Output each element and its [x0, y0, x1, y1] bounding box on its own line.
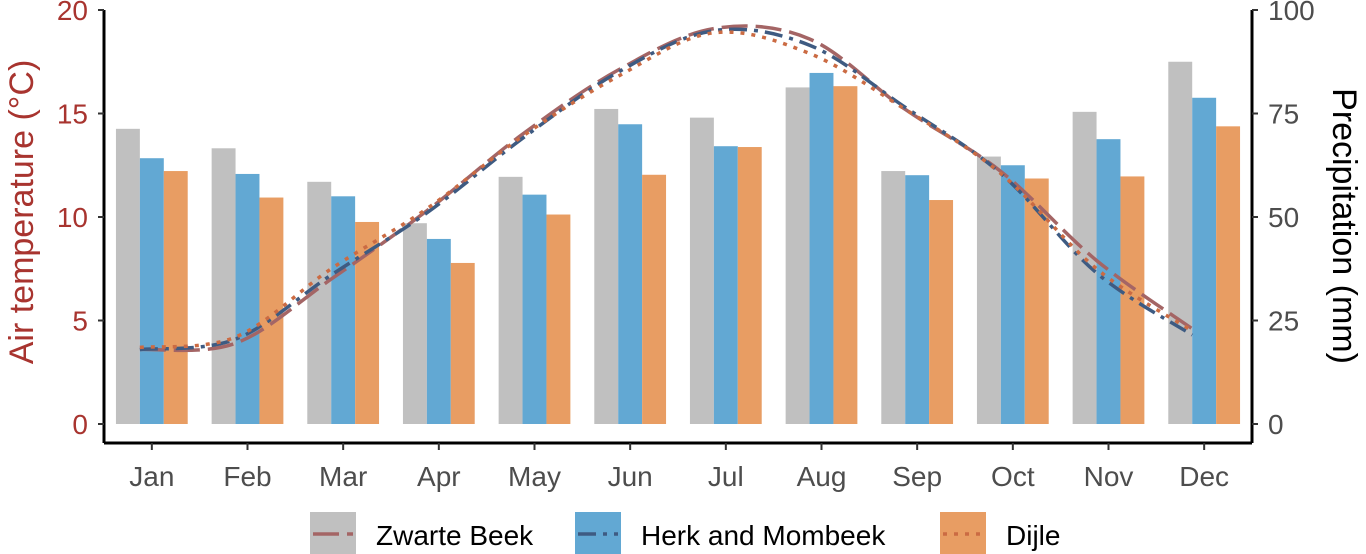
precipitation-bar [402, 223, 427, 424]
x-tick-label: Oct [991, 461, 1035, 492]
precipitation-bar [642, 174, 667, 424]
right-tick-label: 100 [1268, 0, 1315, 26]
x-tick-label: Feb [223, 461, 271, 492]
precipitation-bar [522, 194, 547, 424]
precipitation-bar [355, 221, 380, 424]
left-tick-label: 15 [57, 99, 88, 130]
precipitation-bar [163, 171, 188, 424]
right-tick-label: 75 [1268, 99, 1299, 130]
precipitation-bar [331, 196, 356, 424]
left-tick-label: 5 [72, 306, 88, 337]
precipitation-bars [115, 61, 1241, 425]
x-tick-label: Aug [797, 461, 847, 492]
legend-label: Dijle [1006, 520, 1060, 551]
x-tick-label: Mar [319, 461, 367, 492]
temperature-lines [139, 24, 1194, 353]
right-tick-label: 50 [1268, 202, 1299, 233]
x-axis: Jan Feb Mar Apr May Jun Jul Aug Sep Oct Nov Dec [104, 441, 1252, 492]
precipitation-bar [689, 117, 714, 424]
precipitation-bar [235, 173, 260, 424]
right-tick-label: 0 [1268, 409, 1284, 440]
x-tick-label: Nov [1084, 461, 1134, 492]
x-tick-label: Jun [608, 461, 653, 492]
precipitation-bar [929, 200, 954, 424]
left-tick-label: 0 [72, 409, 88, 440]
precipitation-bar [809, 72, 834, 425]
precipitation-bar [1096, 139, 1121, 425]
precipitation-bar [450, 262, 475, 424]
precipitation-bar [1024, 178, 1049, 424]
precipitation-bar [426, 238, 451, 424]
precipitation-bar [259, 197, 284, 424]
left-tick-label: 10 [57, 202, 88, 233]
precipitation-bar [737, 147, 762, 424]
x-tick-label: Jan [129, 461, 174, 492]
left-tick-label: 20 [57, 0, 88, 26]
right-axis: 0 25 50 75 100 Precipitation (mm) [1250, 0, 1363, 443]
precipitation-bar [785, 87, 810, 425]
precipitation-bar [881, 171, 906, 424]
x-tick-label: Dec [1179, 461, 1229, 492]
left-axis: 0 5 10 15 20 Air temperature (°C) [3, 0, 106, 443]
precipitation-bar [1072, 111, 1097, 424]
x-tick-label: May [508, 461, 561, 492]
legend-label: Herk and Mombeek [641, 520, 886, 551]
precipitation-bar [905, 175, 930, 424]
right-axis-title: Precipitation (mm) [1325, 88, 1363, 364]
x-tick-label: Sep [892, 461, 942, 492]
right-tick-label: 25 [1268, 306, 1299, 337]
precipitation-bar [1000, 165, 1025, 424]
precipitation-bar [1168, 61, 1193, 424]
precipitation-bar [618, 124, 643, 424]
x-tick-label: Apr [417, 461, 461, 492]
precipitation-bar [139, 158, 164, 424]
legend: Zwarte Beek Herk and Mombeek Dijle [310, 512, 1060, 554]
temperature-line [139, 30, 1194, 350]
precipitation-bar [1216, 126, 1241, 424]
precipitation-bar [211, 148, 236, 424]
precipitation-bar [713, 146, 738, 424]
precipitation-bar [594, 108, 619, 424]
precipitation-bar [976, 156, 1001, 424]
x-ticks: Jan Feb Mar Apr May Jun Jul Aug Sep Oct Nov Dec [129, 443, 1229, 492]
precipitation-bar [833, 86, 858, 425]
precipitation-bar [546, 214, 571, 424]
left-axis-title: Air temperature (°C) [3, 60, 41, 365]
precipitation-bar [1192, 97, 1217, 425]
x-tick-label: Jul [708, 461, 744, 492]
legend-label: Zwarte Beek [376, 520, 534, 551]
precipitation-bar [115, 128, 140, 424]
precipitation-bar [307, 181, 332, 424]
precipitation-bar [498, 176, 523, 424]
